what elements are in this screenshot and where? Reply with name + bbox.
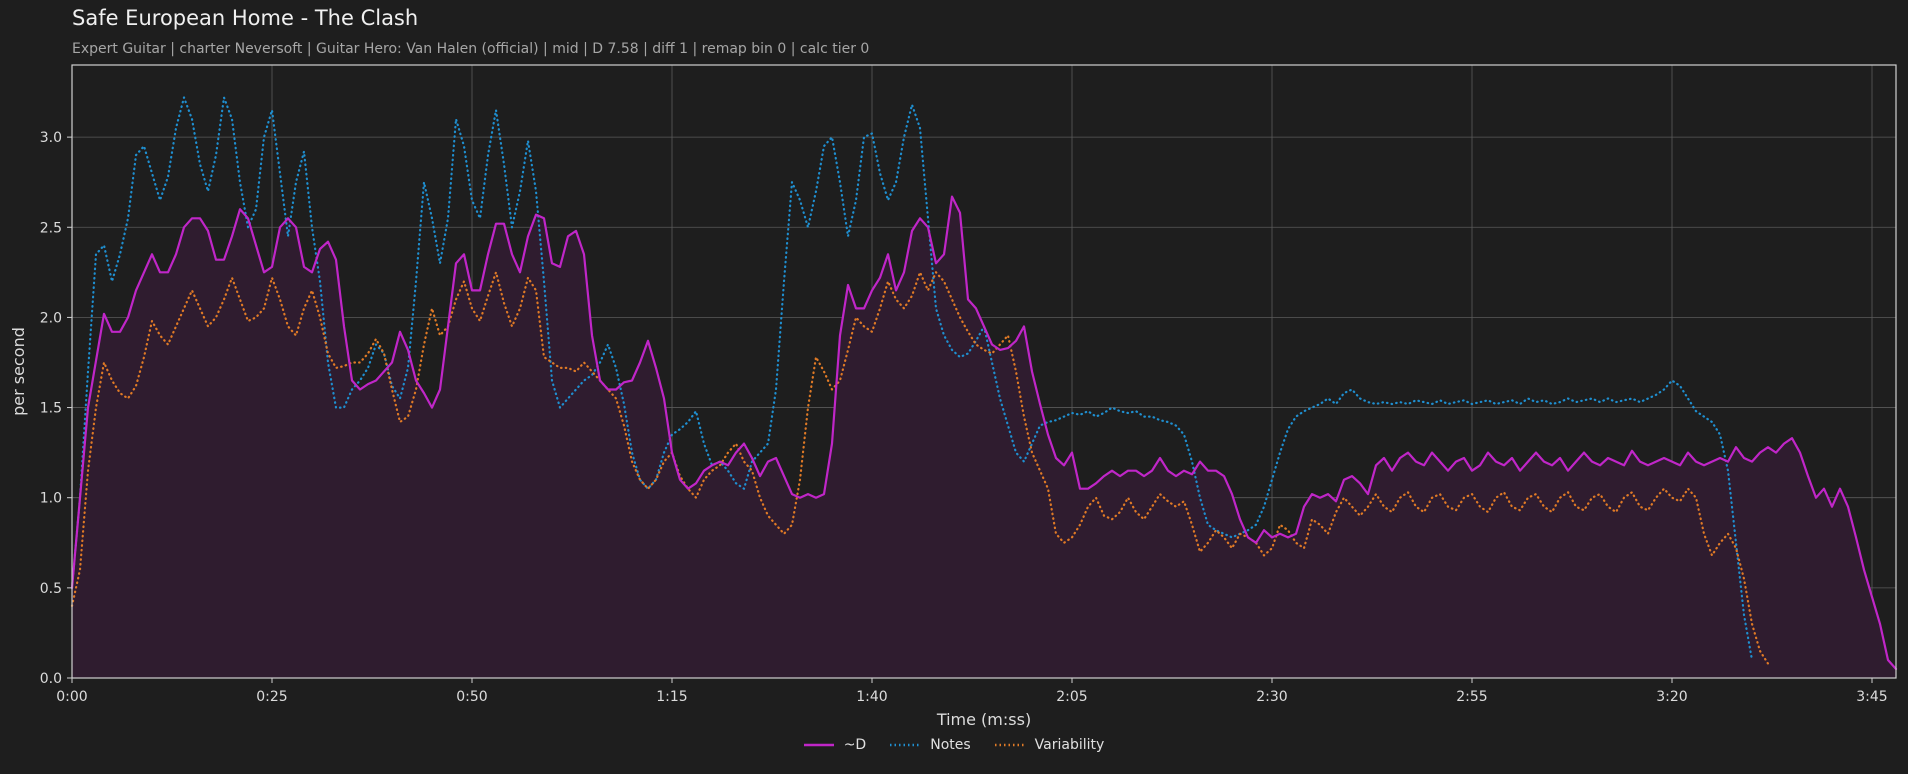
x-tick-label: 0:50 [456,689,487,705]
legend-item-variability: Variability [994,737,1105,753]
x-tick-label: 2:55 [1456,689,1487,705]
legend-label-variability: Variability [1034,737,1105,753]
series-lines [70,96,1898,671]
series-notes-line [70,96,1754,662]
y-tick-label: 0.5 [40,581,62,597]
y-tick-label: 1.0 [40,491,62,507]
x-axis-label: Time (m:ss) [936,710,1031,729]
y-axis-label: per second [9,327,28,416]
x-tick-label: 3:20 [1656,689,1687,705]
y-tick-label: 2.5 [40,220,62,236]
legend-swatch-variability [994,743,1025,747]
x-tick-label: 2:30 [1256,689,1287,705]
x-tick-label: 2:05 [1056,689,1087,705]
series-fills [72,196,1896,678]
chart-legend: ~D Notes Variability [0,737,1908,753]
series-d-line [70,195,1898,671]
plot-border [71,64,1897,679]
legend-item-notes: Notes [890,737,971,753]
y-tick-label: 1.5 [40,401,62,417]
x-axis-ticks: 0:00 0:25 0:50 1:15 1:40 2:05 2:30 2:55 3:20 3:45 [56,678,1888,705]
y-tick-label: 0.0 [40,671,62,687]
series-variability-line [70,271,1770,665]
legend-label-d: ~D [843,737,867,753]
y-tick-label: 2.0 [40,310,62,326]
chart-subtitle: Expert Guitar | charter Neversoft | Guit… [72,41,870,57]
x-tick-label: 1:15 [656,689,687,705]
series-d-fill [72,196,1896,678]
chart-title: Safe European Home - The Clash [72,6,419,30]
legend-label-notes: Notes [930,737,971,753]
y-axis-ticks: 0.0 0.5 1.0 1.5 2.0 2.5 3.0 [40,130,72,687]
y-tick-label: 3.0 [40,130,62,146]
x-tick-label: 3:45 [1856,689,1887,705]
legend-swatch-notes [890,743,921,747]
legend-item-d: ~D [803,737,867,753]
x-tick-label: 0:25 [256,689,287,705]
x-tick-label: 0:00 [56,689,87,705]
x-tick-label: 1:40 [856,689,887,705]
legend-swatch-d [803,743,834,747]
